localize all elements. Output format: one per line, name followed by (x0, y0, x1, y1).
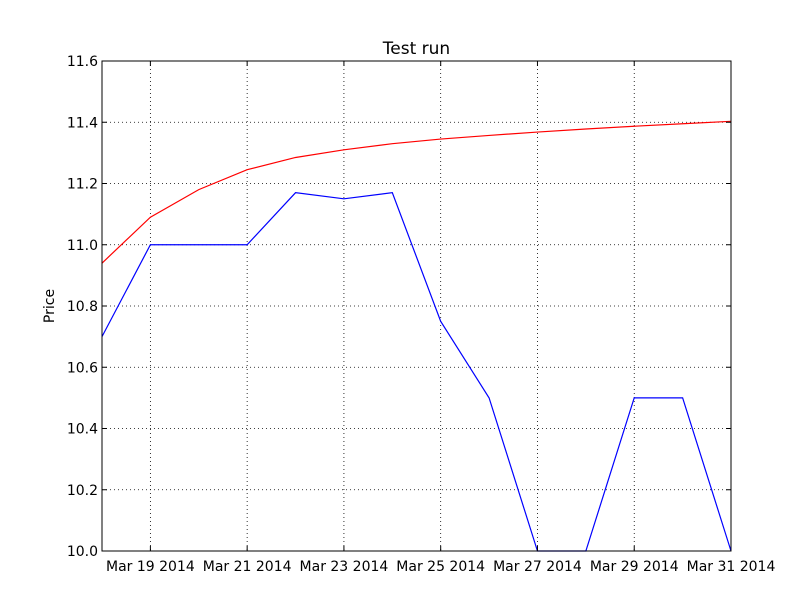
y-tick-label: 10.2 (67, 483, 98, 499)
x-tick-label: Mar 19 2014 (106, 559, 195, 575)
y-tick-label: 10.4 (67, 422, 98, 438)
y-tick-label: 11.2 (67, 177, 98, 193)
y-tick-label: 10.8 (67, 299, 98, 315)
series-line-1 (101, 120, 732, 264)
x-tick-label: Mar 23 2014 (300, 559, 389, 575)
grid-lines (102, 61, 732, 551)
y-tick-label: 11.0 (67, 238, 98, 254)
y-axis-label: Price (42, 289, 58, 323)
y-axis: 10.0 10.2 10.4 10.6 10.8 11.0 11.2 11.4 11.6 (67, 54, 731, 560)
series-line-0 (101, 192, 732, 552)
y-tick-label: 11.6 (67, 54, 98, 70)
x-tick-label: Mar 31 2014 (687, 559, 776, 575)
series-lines (101, 120, 732, 552)
x-tick-label: Mar 25 2014 (396, 559, 485, 575)
x-axis: Mar 19 2014 Mar 21 2014 Mar 23 2014 Mar 25 … (106, 61, 775, 575)
chart-title: Test run (382, 39, 450, 59)
y-tick-label: 10.0 (67, 544, 98, 560)
x-tick-label: Mar 21 2014 (203, 559, 292, 575)
x-tick-label: Mar 29 2014 (590, 559, 679, 575)
x-tick-label: Mar 27 2014 (493, 559, 582, 575)
y-tick-label: 11.4 (67, 115, 98, 131)
y-tick-label: 10.6 (67, 360, 98, 376)
